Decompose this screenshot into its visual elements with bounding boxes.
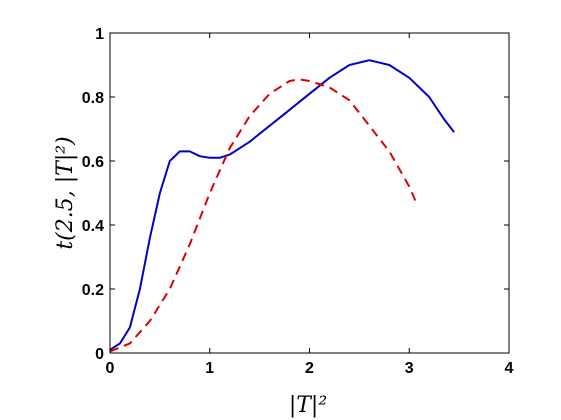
x-tick-label: 1 [205,360,214,377]
y-tick-label: 0 [95,346,104,363]
series-line-1 [109,59,455,351]
series-line-2 [109,78,418,353]
x-tick-label: 4 [505,360,514,377]
plot-frame [109,32,510,354]
x-tick-label: 3 [405,360,414,377]
y-axis-label: t(2.5, |T|²) [53,136,78,249]
x-tick-label: 0 [106,360,115,377]
axis-ticks: 0 1 2 3 4 0 0.2 0.4 0.6 0.8 1 [82,26,514,377]
y-tick-label: 1 [95,26,104,43]
y-tick-label: 0.4 [82,218,104,235]
y-tick-label: 0.2 [82,282,104,299]
plot-area [109,32,510,354]
y-tick-label: 0.8 [82,90,104,107]
x-tick-label: 2 [305,360,314,377]
y-tick-label: 0.6 [82,154,104,171]
x-axis-label: |T|² [289,393,327,418]
